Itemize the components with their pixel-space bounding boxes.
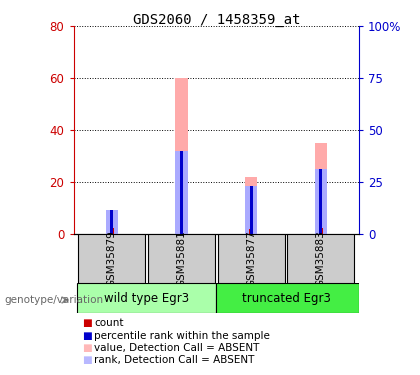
Text: ■: ■: [82, 343, 92, 353]
Text: genotype/variation: genotype/variation: [4, 295, 103, 305]
Text: wild type Egr3: wild type Egr3: [104, 292, 189, 304]
Bar: [218, 234, 285, 283]
Text: rank, Detection Call = ABSENT: rank, Detection Call = ABSENT: [94, 356, 255, 365]
Text: percentile rank within the sample: percentile rank within the sample: [94, 331, 270, 340]
Text: GSM35881: GSM35881: [176, 230, 186, 287]
Bar: [77, 283, 216, 313]
Text: truncated Egr3: truncated Egr3: [241, 292, 331, 304]
Bar: [315, 143, 327, 234]
Bar: [319, 228, 323, 234]
Bar: [110, 228, 114, 234]
Bar: [245, 186, 257, 234]
Bar: [180, 229, 184, 234]
Bar: [175, 78, 188, 234]
Bar: [216, 283, 359, 313]
Bar: [105, 210, 118, 234]
Bar: [319, 170, 323, 234]
Bar: [79, 234, 145, 283]
Bar: [249, 229, 253, 234]
Bar: [105, 216, 118, 234]
Text: ■: ■: [82, 356, 92, 365]
Bar: [148, 234, 215, 283]
Bar: [315, 170, 327, 234]
Text: ■: ■: [82, 318, 92, 328]
Text: count: count: [94, 318, 124, 328]
Text: ■: ■: [82, 331, 92, 340]
Text: GSM35883: GSM35883: [316, 230, 326, 287]
Bar: [110, 210, 113, 234]
Bar: [249, 186, 253, 234]
Bar: [175, 151, 188, 234]
Text: GSM35877: GSM35877: [246, 230, 256, 287]
Bar: [287, 234, 354, 283]
Text: value, Detection Call = ABSENT: value, Detection Call = ABSENT: [94, 343, 260, 353]
Bar: [180, 151, 183, 234]
Bar: [245, 177, 257, 234]
Text: GDS2060 / 1458359_at: GDS2060 / 1458359_at: [133, 13, 300, 27]
Text: GSM35879: GSM35879: [107, 230, 117, 287]
